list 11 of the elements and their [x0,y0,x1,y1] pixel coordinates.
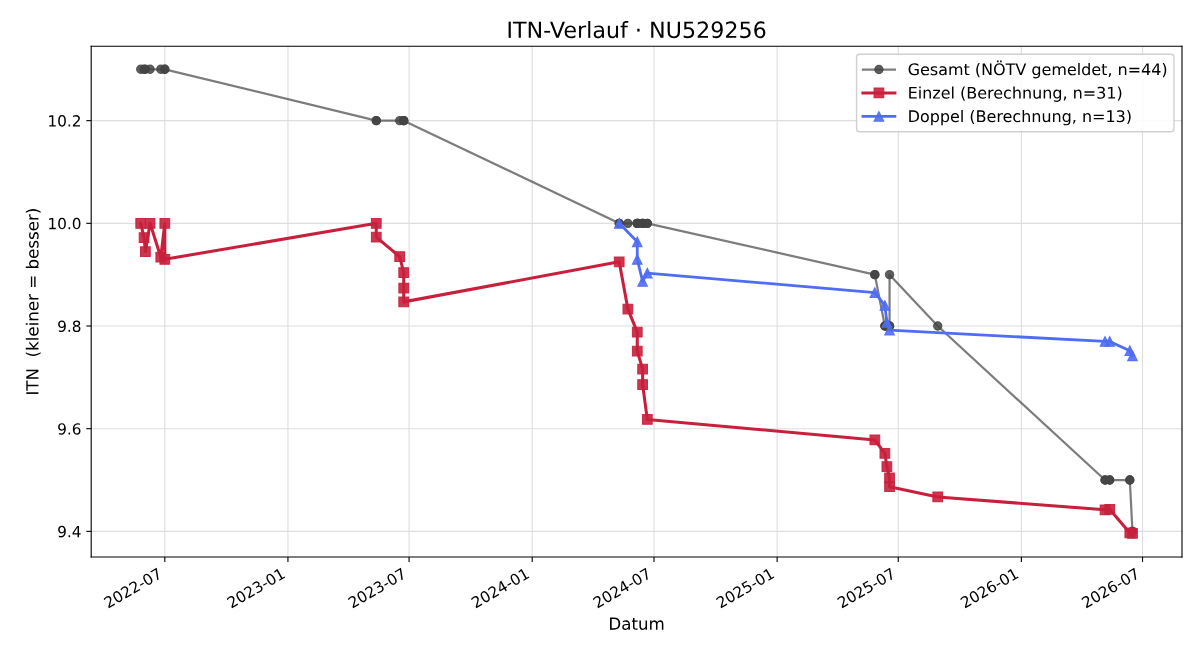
y-axis-title: ITN (kleiner = besser) [25,209,41,394]
y-tick-label: 10.0 [49,217,81,230]
y-tick-label: 10.2 [49,115,80,127]
y-tick-label: 9.6 [58,423,81,435]
x-axis-title: Datum [610,617,664,630]
y-tick-label: 9.4 [58,525,81,538]
chart-title: ITN-Verlauf · NU529256 [508,20,766,39]
legend-label: Einzel (Berechnung, n=31) [909,86,1122,102]
y-tick-label: 9.8 [58,320,81,333]
legend-label: Gesamt (NÖTV gemeldet, n=44) [908,60,1167,79]
legend-label: Doppel (Berechnung, n=13) [909,109,1131,126]
